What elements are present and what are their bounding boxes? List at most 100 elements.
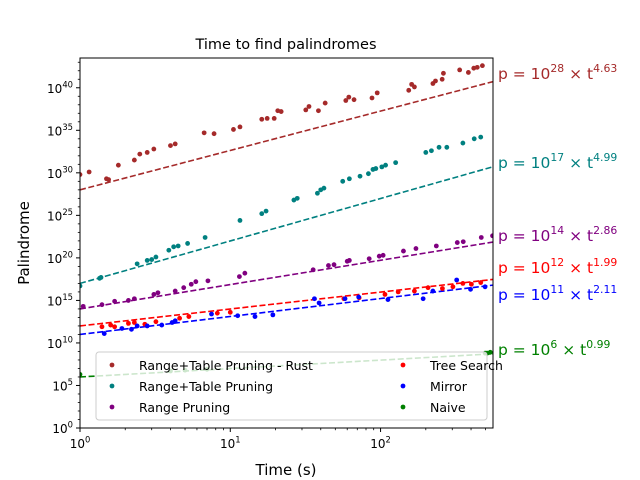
legend: Range+Table Pruning - Rust Tree Search Ran… bbox=[95, 351, 503, 421]
data-point-series-1 bbox=[346, 176, 352, 182]
data-point-series-2 bbox=[99, 302, 105, 308]
data-point-series-4 bbox=[172, 318, 178, 324]
data-point-series-0 bbox=[115, 162, 121, 168]
y-tick-label: 1035 bbox=[47, 122, 73, 138]
data-point-series-0 bbox=[433, 78, 438, 84]
data-point-series-3 bbox=[468, 281, 474, 287]
data-point-series-1 bbox=[202, 235, 208, 240]
data-point-series-4 bbox=[129, 326, 134, 332]
data-point-series-1 bbox=[263, 208, 269, 214]
y-tick-label: 1010 bbox=[47, 335, 73, 351]
data-point-series-0 bbox=[201, 130, 207, 136]
data-point-series-2 bbox=[112, 298, 118, 304]
data-point-series-0 bbox=[306, 104, 312, 109]
data-point-series-3 bbox=[153, 319, 159, 325]
data-point-series-0 bbox=[131, 157, 137, 163]
data-point-series-4 bbox=[454, 277, 460, 283]
data-point-series-3 bbox=[186, 314, 192, 319]
legend-label: Range+Table Pruning - Rust bbox=[139, 358, 313, 373]
data-point-series-1 bbox=[259, 211, 265, 217]
data-point-series-1 bbox=[478, 134, 484, 140]
y-tick-label: 1020 bbox=[47, 249, 73, 265]
data-point-series-1 bbox=[366, 171, 371, 177]
data-point-series-0 bbox=[351, 97, 357, 103]
data-point-series-3 bbox=[99, 324, 105, 330]
data-point-series-2 bbox=[172, 288, 178, 294]
legend-marker bbox=[109, 362, 115, 368]
fit-line-0 bbox=[80, 80, 493, 191]
data-point-series-0 bbox=[211, 131, 217, 137]
data-point-series-2 bbox=[478, 235, 484, 240]
data-point-series-3 bbox=[382, 292, 388, 297]
data-point-series-2 bbox=[310, 267, 316, 273]
data-point-series-3 bbox=[177, 315, 182, 321]
data-points bbox=[80, 63, 493, 377]
data-point-series-1 bbox=[149, 257, 155, 262]
data-point-series-3 bbox=[478, 280, 484, 285]
data-point-series-5 bbox=[487, 349, 493, 355]
data-point-series-0 bbox=[151, 146, 157, 152]
data-point-series-0 bbox=[144, 150, 150, 155]
data-point-series-0 bbox=[278, 109, 284, 114]
data-point-series-2 bbox=[331, 262, 337, 268]
data-point-series-2 bbox=[460, 239, 466, 245]
data-point-series-0 bbox=[137, 151, 143, 157]
legend-label: Tree Search bbox=[429, 358, 503, 373]
data-point-series-3 bbox=[450, 284, 456, 290]
data-point-series-2 bbox=[366, 256, 372, 262]
data-point-series-3 bbox=[108, 322, 114, 328]
data-point-series-2 bbox=[188, 281, 194, 287]
data-point-series-1 bbox=[471, 136, 477, 142]
data-point-series-0 bbox=[374, 90, 380, 96]
data-point-series-2 bbox=[126, 298, 131, 303]
x-tick-label: 102 bbox=[370, 435, 391, 451]
data-point-series-4 bbox=[316, 300, 322, 306]
data-point-series-2 bbox=[151, 292, 157, 297]
fit-equation-label-4: p = 1011 × t2.11 bbox=[498, 283, 617, 304]
fit-equation-labels: p = 1028 × t4.63 p = 1017 × t4.99 p = 1014… bbox=[498, 62, 617, 359]
data-point-series-2 bbox=[413, 246, 419, 251]
data-point-series-2 bbox=[376, 253, 382, 259]
data-point-series-0 bbox=[237, 124, 243, 130]
data-point-series-1 bbox=[171, 244, 177, 250]
data-point-series-4 bbox=[356, 294, 362, 300]
data-point-series-1 bbox=[444, 144, 450, 150]
data-point-series-0 bbox=[465, 70, 471, 75]
fit-equation-label-1: p = 1017 × t4.99 bbox=[498, 151, 617, 172]
data-point-series-2 bbox=[242, 270, 248, 276]
data-point-series-1 bbox=[144, 258, 150, 263]
data-point-series-2 bbox=[326, 263, 331, 268]
data-point-series-1 bbox=[166, 247, 172, 253]
data-point-series-0 bbox=[474, 64, 480, 70]
data-point-series-0 bbox=[80, 172, 83, 177]
data-point-series-0 bbox=[303, 107, 309, 113]
data-point-series-5 bbox=[80, 372, 83, 377]
data-point-series-1 bbox=[429, 148, 434, 154]
data-point-series-1 bbox=[321, 185, 327, 191]
data-point-series-0 bbox=[271, 115, 277, 121]
data-point-series-1 bbox=[294, 195, 300, 201]
data-point-series-1 bbox=[393, 160, 399, 166]
y-tick-label: 1030 bbox=[47, 164, 73, 180]
data-point-series-4 bbox=[119, 326, 125, 331]
fit-equation-label-0: p = 1028 × t4.63 bbox=[498, 62, 617, 83]
data-point-series-4 bbox=[270, 312, 276, 318]
data-point-series-4 bbox=[134, 323, 140, 329]
data-point-series-3 bbox=[112, 324, 118, 330]
data-point-series-2 bbox=[205, 278, 211, 284]
data-point-series-1 bbox=[357, 173, 363, 179]
data-point-series-3 bbox=[131, 320, 137, 325]
data-point-series-4 bbox=[209, 311, 214, 317]
data-point-series-4 bbox=[468, 286, 473, 292]
data-point-series-4 bbox=[342, 296, 348, 302]
data-point-series-4 bbox=[385, 297, 391, 302]
data-point-series-2 bbox=[131, 296, 137, 302]
data-point-series-2 bbox=[181, 285, 187, 291]
data-point-series-4 bbox=[235, 313, 241, 319]
data-point-series-1 bbox=[373, 166, 379, 171]
fit-line-1 bbox=[80, 165, 493, 285]
legend-label: Mirror bbox=[430, 379, 468, 394]
data-point-series-0 bbox=[406, 87, 412, 93]
data-point-series-0 bbox=[172, 141, 178, 147]
